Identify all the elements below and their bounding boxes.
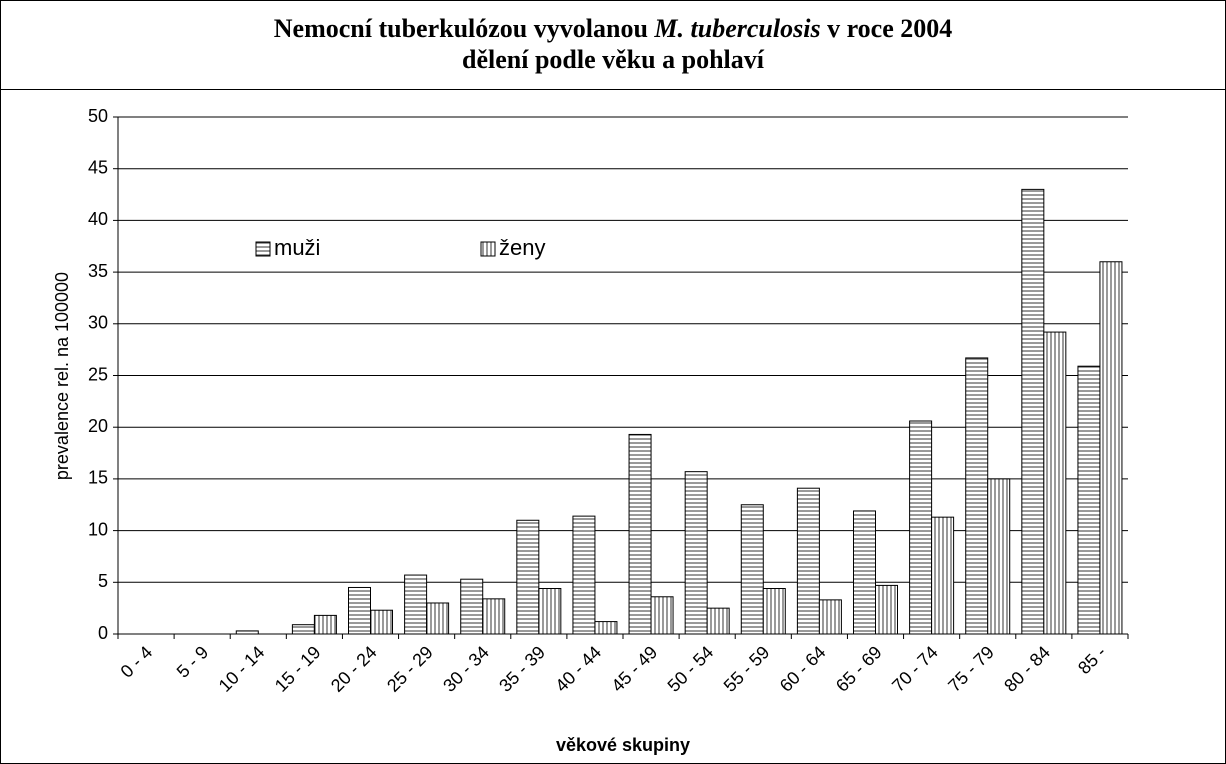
x-tick-label: 45 - 49 <box>607 642 661 696</box>
x-tick-label: 35 - 39 <box>495 642 549 696</box>
title-box: Nemocní tuberkulózou vyvolanou M. tuberc… <box>1 1 1225 90</box>
bar <box>818 599 842 635</box>
y-tick-label: 10 <box>88 519 108 539</box>
bar <box>909 420 933 635</box>
y-tick-label: 20 <box>88 416 108 436</box>
bar <box>875 584 898 635</box>
y-tick-label: 30 <box>88 313 108 333</box>
x-tick-label: 0 - 4 <box>117 642 157 682</box>
x-tick-label: 85 - <box>1074 642 1110 678</box>
x-tick-label: 75 - 79 <box>944 642 998 696</box>
y-tick-label: 40 <box>88 209 108 229</box>
x-tick-label: 40 - 44 <box>551 642 605 696</box>
bar <box>628 433 652 635</box>
bar <box>965 357 989 635</box>
x-axis-label: věkové skupiny <box>556 735 690 755</box>
bar <box>762 588 786 635</box>
bar <box>1043 331 1067 635</box>
bar <box>684 471 708 635</box>
bar <box>796 487 820 635</box>
y-tick-label: 0 <box>98 623 108 643</box>
bar <box>404 574 428 635</box>
bar <box>572 515 596 635</box>
bar <box>1021 188 1045 635</box>
x-tick-label: 50 - 54 <box>664 642 718 696</box>
x-tick-label: 55 - 59 <box>720 642 774 696</box>
x-tick-label: 20 - 24 <box>327 642 381 696</box>
legend-swatch <box>255 241 271 257</box>
bar <box>460 578 484 635</box>
legend-label: ženy <box>499 235 545 260</box>
x-tick-label: 25 - 29 <box>383 642 437 696</box>
chart-title: Nemocní tuberkulózou vyvolanou <box>273 14 648 43</box>
x-tick-label: 60 - 64 <box>776 642 830 696</box>
bar <box>313 614 337 635</box>
bar <box>853 510 876 635</box>
bar <box>516 519 540 635</box>
bar <box>426 602 450 635</box>
x-tick-label: 10 - 14 <box>215 642 269 696</box>
chart-subtitle: dělení podle věku a pohlaví <box>462 45 764 74</box>
bar <box>538 588 562 635</box>
bar <box>482 598 506 635</box>
bar <box>1099 261 1123 635</box>
chart-title-italic: M. tuberculosis <box>654 14 821 43</box>
chart-title: v roce 2004 <box>827 14 953 43</box>
bar <box>706 607 730 635</box>
bar <box>650 596 674 635</box>
bar <box>987 478 1011 635</box>
bar <box>291 624 315 635</box>
bar <box>1077 365 1101 635</box>
y-tick-label: 5 <box>98 571 108 591</box>
bar <box>740 504 764 635</box>
y-tick-label: 35 <box>88 261 108 281</box>
legend-label: muži <box>274 235 320 260</box>
bar <box>235 630 259 635</box>
bar <box>348 586 371 635</box>
bar <box>594 621 618 635</box>
y-tick-label: 45 <box>88 157 108 177</box>
bar <box>370 609 393 635</box>
x-tick-label: 30 - 34 <box>439 642 493 696</box>
x-tick-label: 65 - 69 <box>832 642 886 696</box>
y-axis-label: prevalence rel. na 100000 <box>52 272 72 480</box>
title-line: Nemocní tuberkulózou vyvolanou M. tuberc… <box>1 13 1225 44</box>
x-tick-label: 5 - 9 <box>173 642 213 682</box>
y-tick-label: 50 <box>88 106 108 126</box>
x-tick-label: 15 - 19 <box>271 642 325 696</box>
x-tick-label: 80 - 84 <box>1000 642 1054 696</box>
legend-swatch <box>480 241 496 257</box>
y-tick-label: 25 <box>88 364 108 384</box>
x-tick-label: 70 - 74 <box>888 642 942 696</box>
bar <box>931 516 955 635</box>
y-tick-label: 15 <box>88 468 108 488</box>
